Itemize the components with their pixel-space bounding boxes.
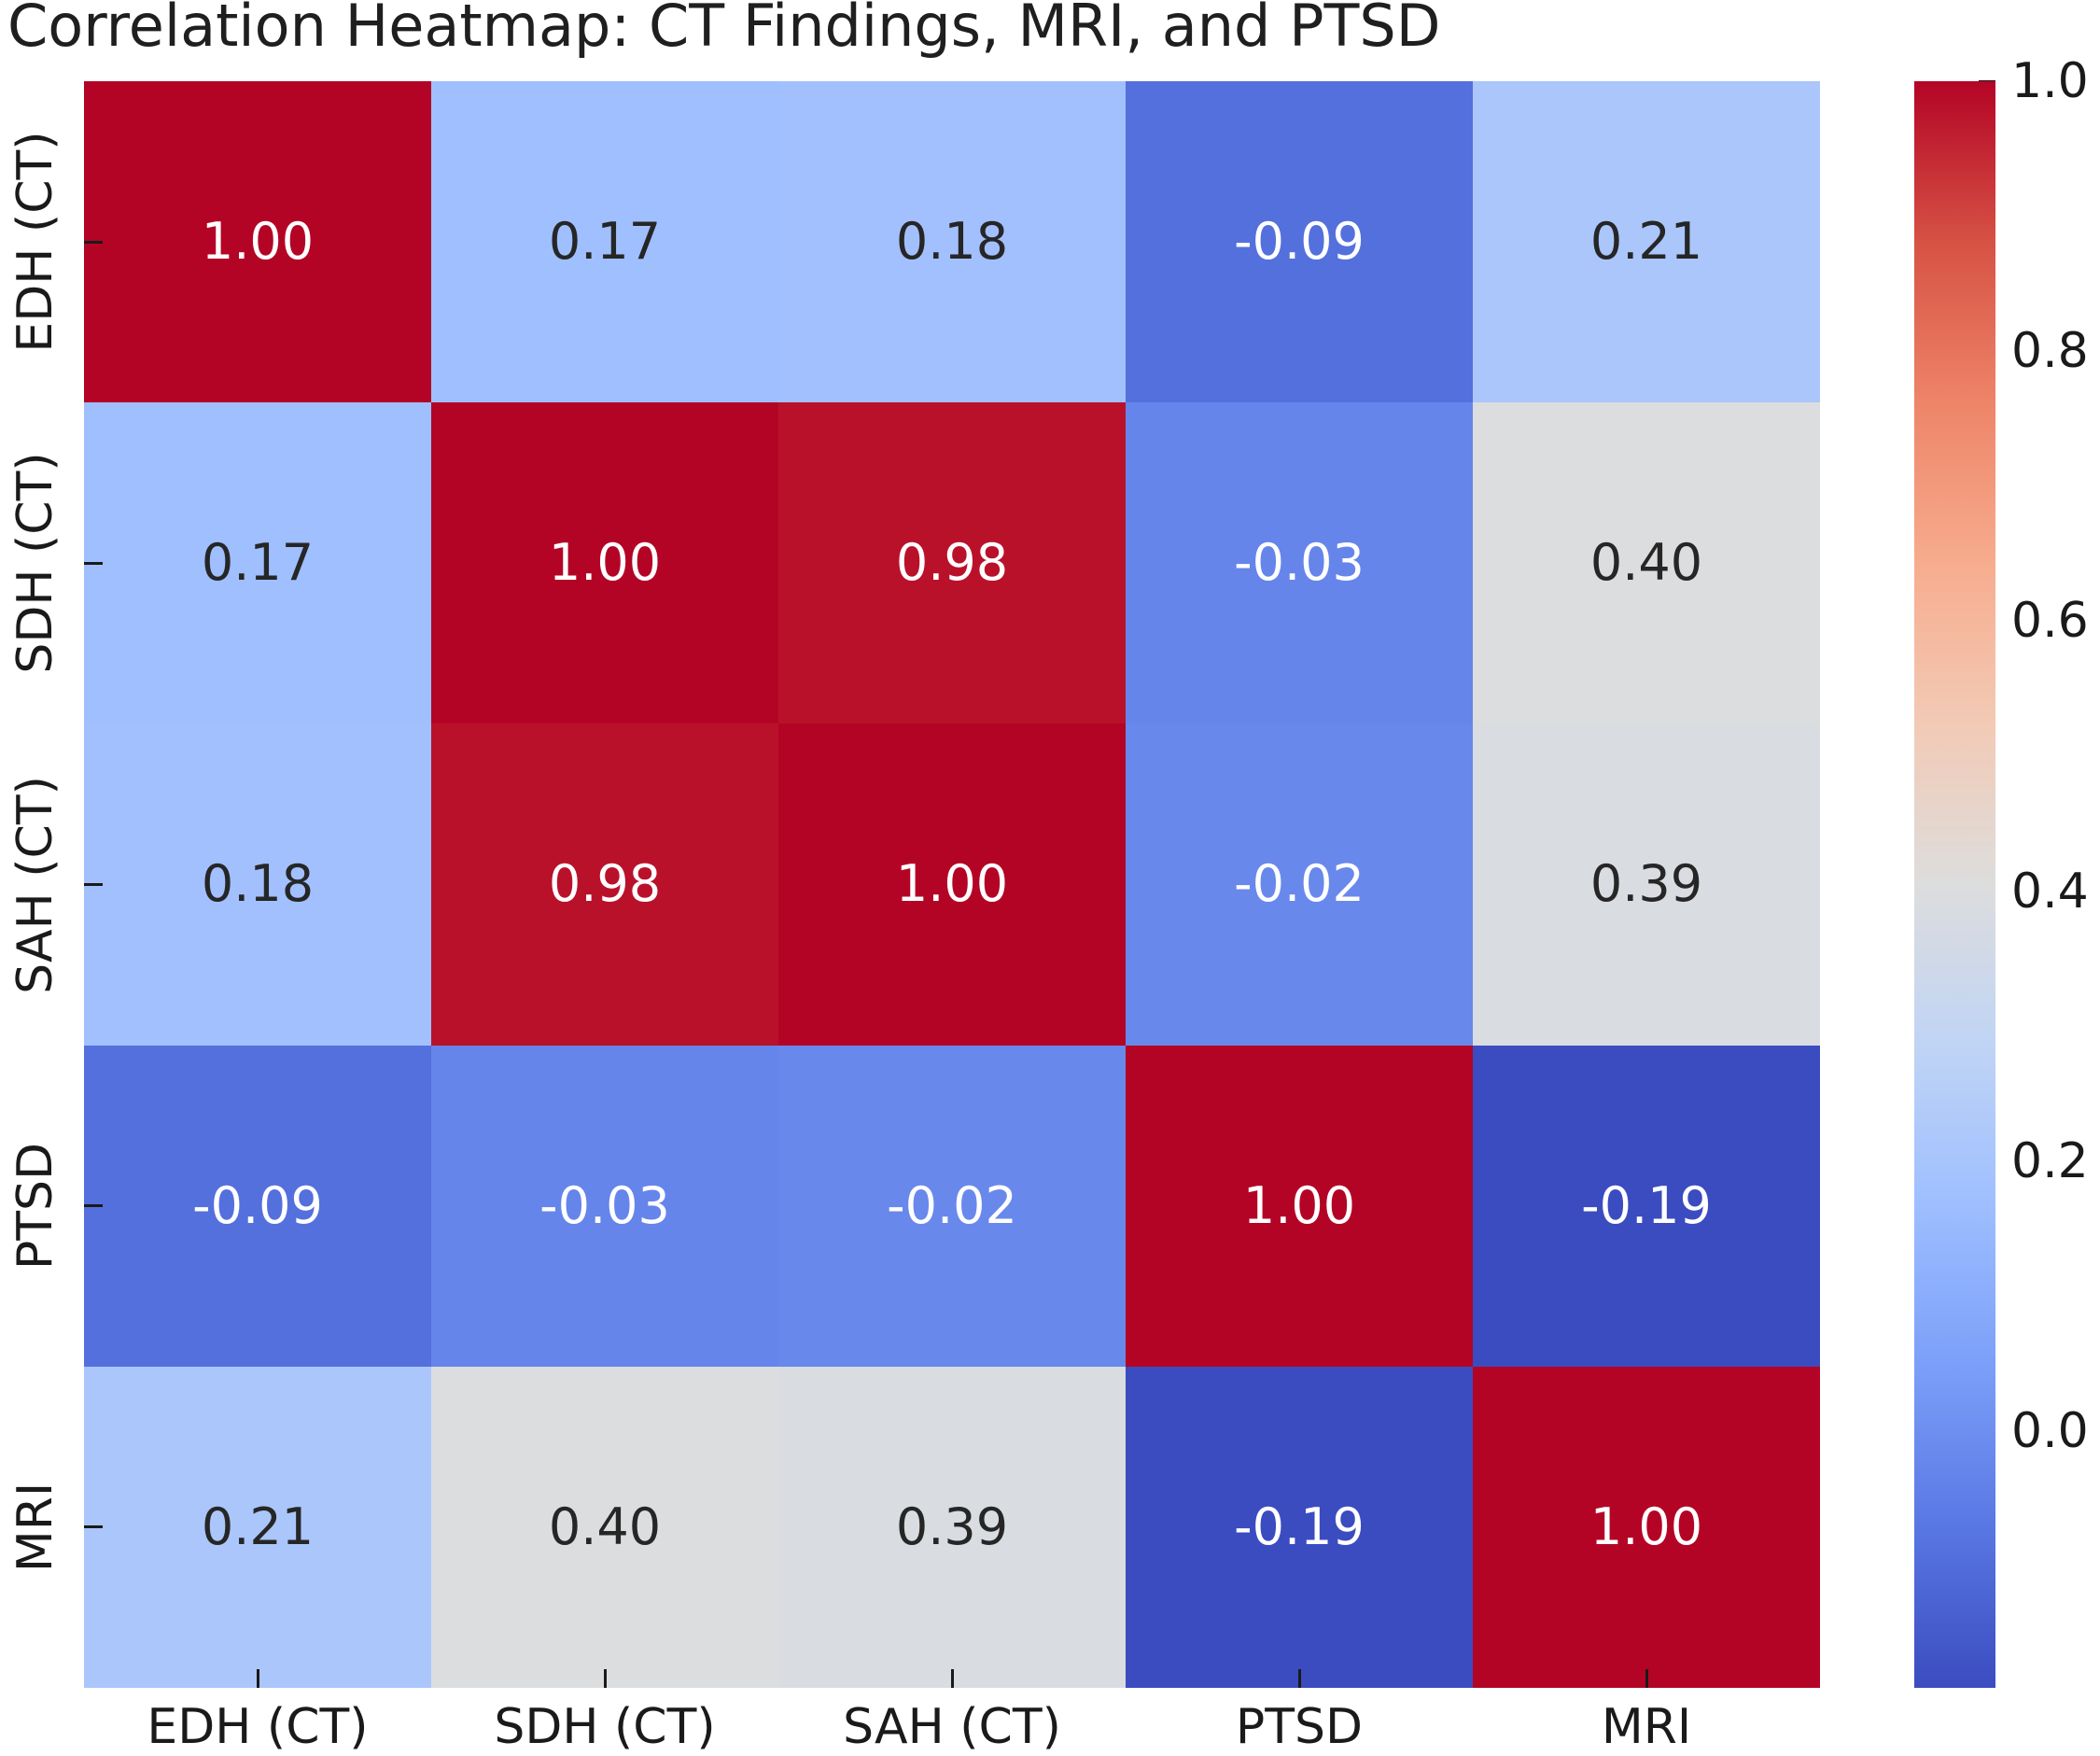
cell-value: 1.00 [1589, 1496, 1703, 1556]
cell-value: -0.09 [1234, 212, 1365, 272]
cell-value: 0.98 [548, 854, 662, 914]
heatmap-cell: -0.09 [1126, 81, 1473, 403]
heatmap-cell: 0.18 [84, 723, 431, 1046]
heatmap-cell: 0.39 [1473, 723, 1820, 1046]
heatmap-cell: 0.98 [778, 402, 1126, 724]
x-tick-mark [603, 1669, 607, 1688]
heatmap-cell: 0.21 [84, 1366, 431, 1688]
cell-value: 0.17 [548, 212, 662, 272]
heatmap-cell: 0.40 [431, 1366, 778, 1688]
y-axis-label: SDH (CT) [7, 452, 63, 674]
chart-title: Correlation Heatmap: CT Findings, MRI, a… [7, 0, 1441, 60]
heatmap-cell: -0.19 [1126, 1366, 1473, 1688]
x-axis-label: PTSD [1235, 1699, 1364, 1755]
colorbar-tick-label: 0.8 [2011, 323, 2089, 380]
cell-value: 0.21 [201, 1496, 315, 1556]
x-axis-label: SAH (CT) [843, 1699, 1061, 1755]
cell-value: -0.03 [539, 1175, 670, 1235]
cell-value: 0.17 [201, 533, 315, 593]
heatmap-cell: 1.00 [1473, 1366, 1820, 1688]
cell-value: -0.02 [1234, 854, 1365, 914]
heatmap-cell: -0.09 [84, 1045, 431, 1367]
heatmap-cell: -0.02 [778, 1045, 1126, 1367]
cell-value: 0.18 [895, 212, 1009, 272]
x-tick-mark [1645, 1669, 1648, 1688]
cell-value: -0.02 [887, 1175, 1017, 1235]
cell-value: -0.09 [192, 1175, 323, 1235]
cell-value: 0.21 [1589, 212, 1703, 272]
colorbar-tick-label: 0.0 [2011, 1403, 2089, 1460]
x-axis-label: MRI [1601, 1699, 1692, 1755]
heatmap-cell: 0.98 [431, 723, 778, 1046]
y-axis-label: MRI [7, 1482, 63, 1573]
heatmap-cell: -0.03 [431, 1045, 778, 1367]
y-tick-mark [84, 240, 103, 244]
cell-value: 1.00 [895, 854, 1009, 914]
colorbar-tick-label: 1.0 [2011, 53, 2089, 109]
heatmap-cell: 0.21 [1473, 81, 1820, 403]
y-tick-mark [84, 883, 103, 886]
x-tick-mark [950, 1669, 954, 1688]
x-tick-mark [1297, 1669, 1301, 1688]
cell-value: 0.40 [1589, 533, 1703, 593]
colorbar [1914, 81, 1995, 1688]
cell-value: 0.98 [895, 533, 1009, 593]
x-axis-label: EDH (CT) [147, 1699, 369, 1755]
cell-value: 0.40 [548, 1496, 662, 1556]
heatmap-cell: 1.00 [84, 81, 431, 403]
cell-value: 1.00 [1242, 1175, 1356, 1235]
heatmap-cell: -0.03 [1126, 402, 1473, 724]
heatmap-grid: 1.00 0.17 0.18 -0.09 0.21 0.17 1.00 0.98 -0.03 0.… [84, 81, 1820, 1688]
heatmap-cell: -0.19 [1473, 1045, 1820, 1367]
y-axis-label: EDH (CT) [7, 131, 63, 353]
colorbar-tick-label: 0.4 [2011, 863, 2089, 920]
cell-value: 1.00 [548, 533, 662, 593]
heatmap-cell: 1.00 [778, 723, 1126, 1046]
heatmap-cell: 1.00 [431, 402, 778, 724]
heatmap-cell: 0.17 [84, 402, 431, 724]
y-axis-label: PTSD [7, 1142, 63, 1270]
cell-value: -0.19 [1581, 1175, 1712, 1235]
cell-value: 0.18 [201, 854, 315, 914]
heatmap-cell: 0.18 [778, 81, 1126, 403]
x-axis-label: SDH (CT) [494, 1699, 716, 1755]
heatmap-cell: 0.40 [1473, 402, 1820, 724]
heatmap-cell: 0.17 [431, 81, 778, 403]
y-axis-label: SAH (CT) [7, 775, 63, 994]
cell-value: -0.19 [1234, 1496, 1365, 1556]
cell-value: 0.39 [1589, 854, 1703, 914]
y-tick-mark [84, 1525, 103, 1529]
heatmap-cell: -0.02 [1126, 723, 1473, 1046]
x-tick-mark [256, 1669, 259, 1688]
cell-value: 1.00 [201, 212, 315, 272]
cell-value: -0.03 [1234, 533, 1365, 593]
heatmap-cell: 1.00 [1126, 1045, 1473, 1367]
heatmap-cell: 0.39 [778, 1366, 1126, 1688]
colorbar-tick-label: 0.6 [2011, 593, 2089, 650]
y-tick-mark [84, 1204, 103, 1208]
colorbar-tick-label: 0.2 [2011, 1132, 2089, 1189]
cell-value: 0.39 [895, 1496, 1009, 1556]
y-tick-mark [84, 561, 103, 565]
